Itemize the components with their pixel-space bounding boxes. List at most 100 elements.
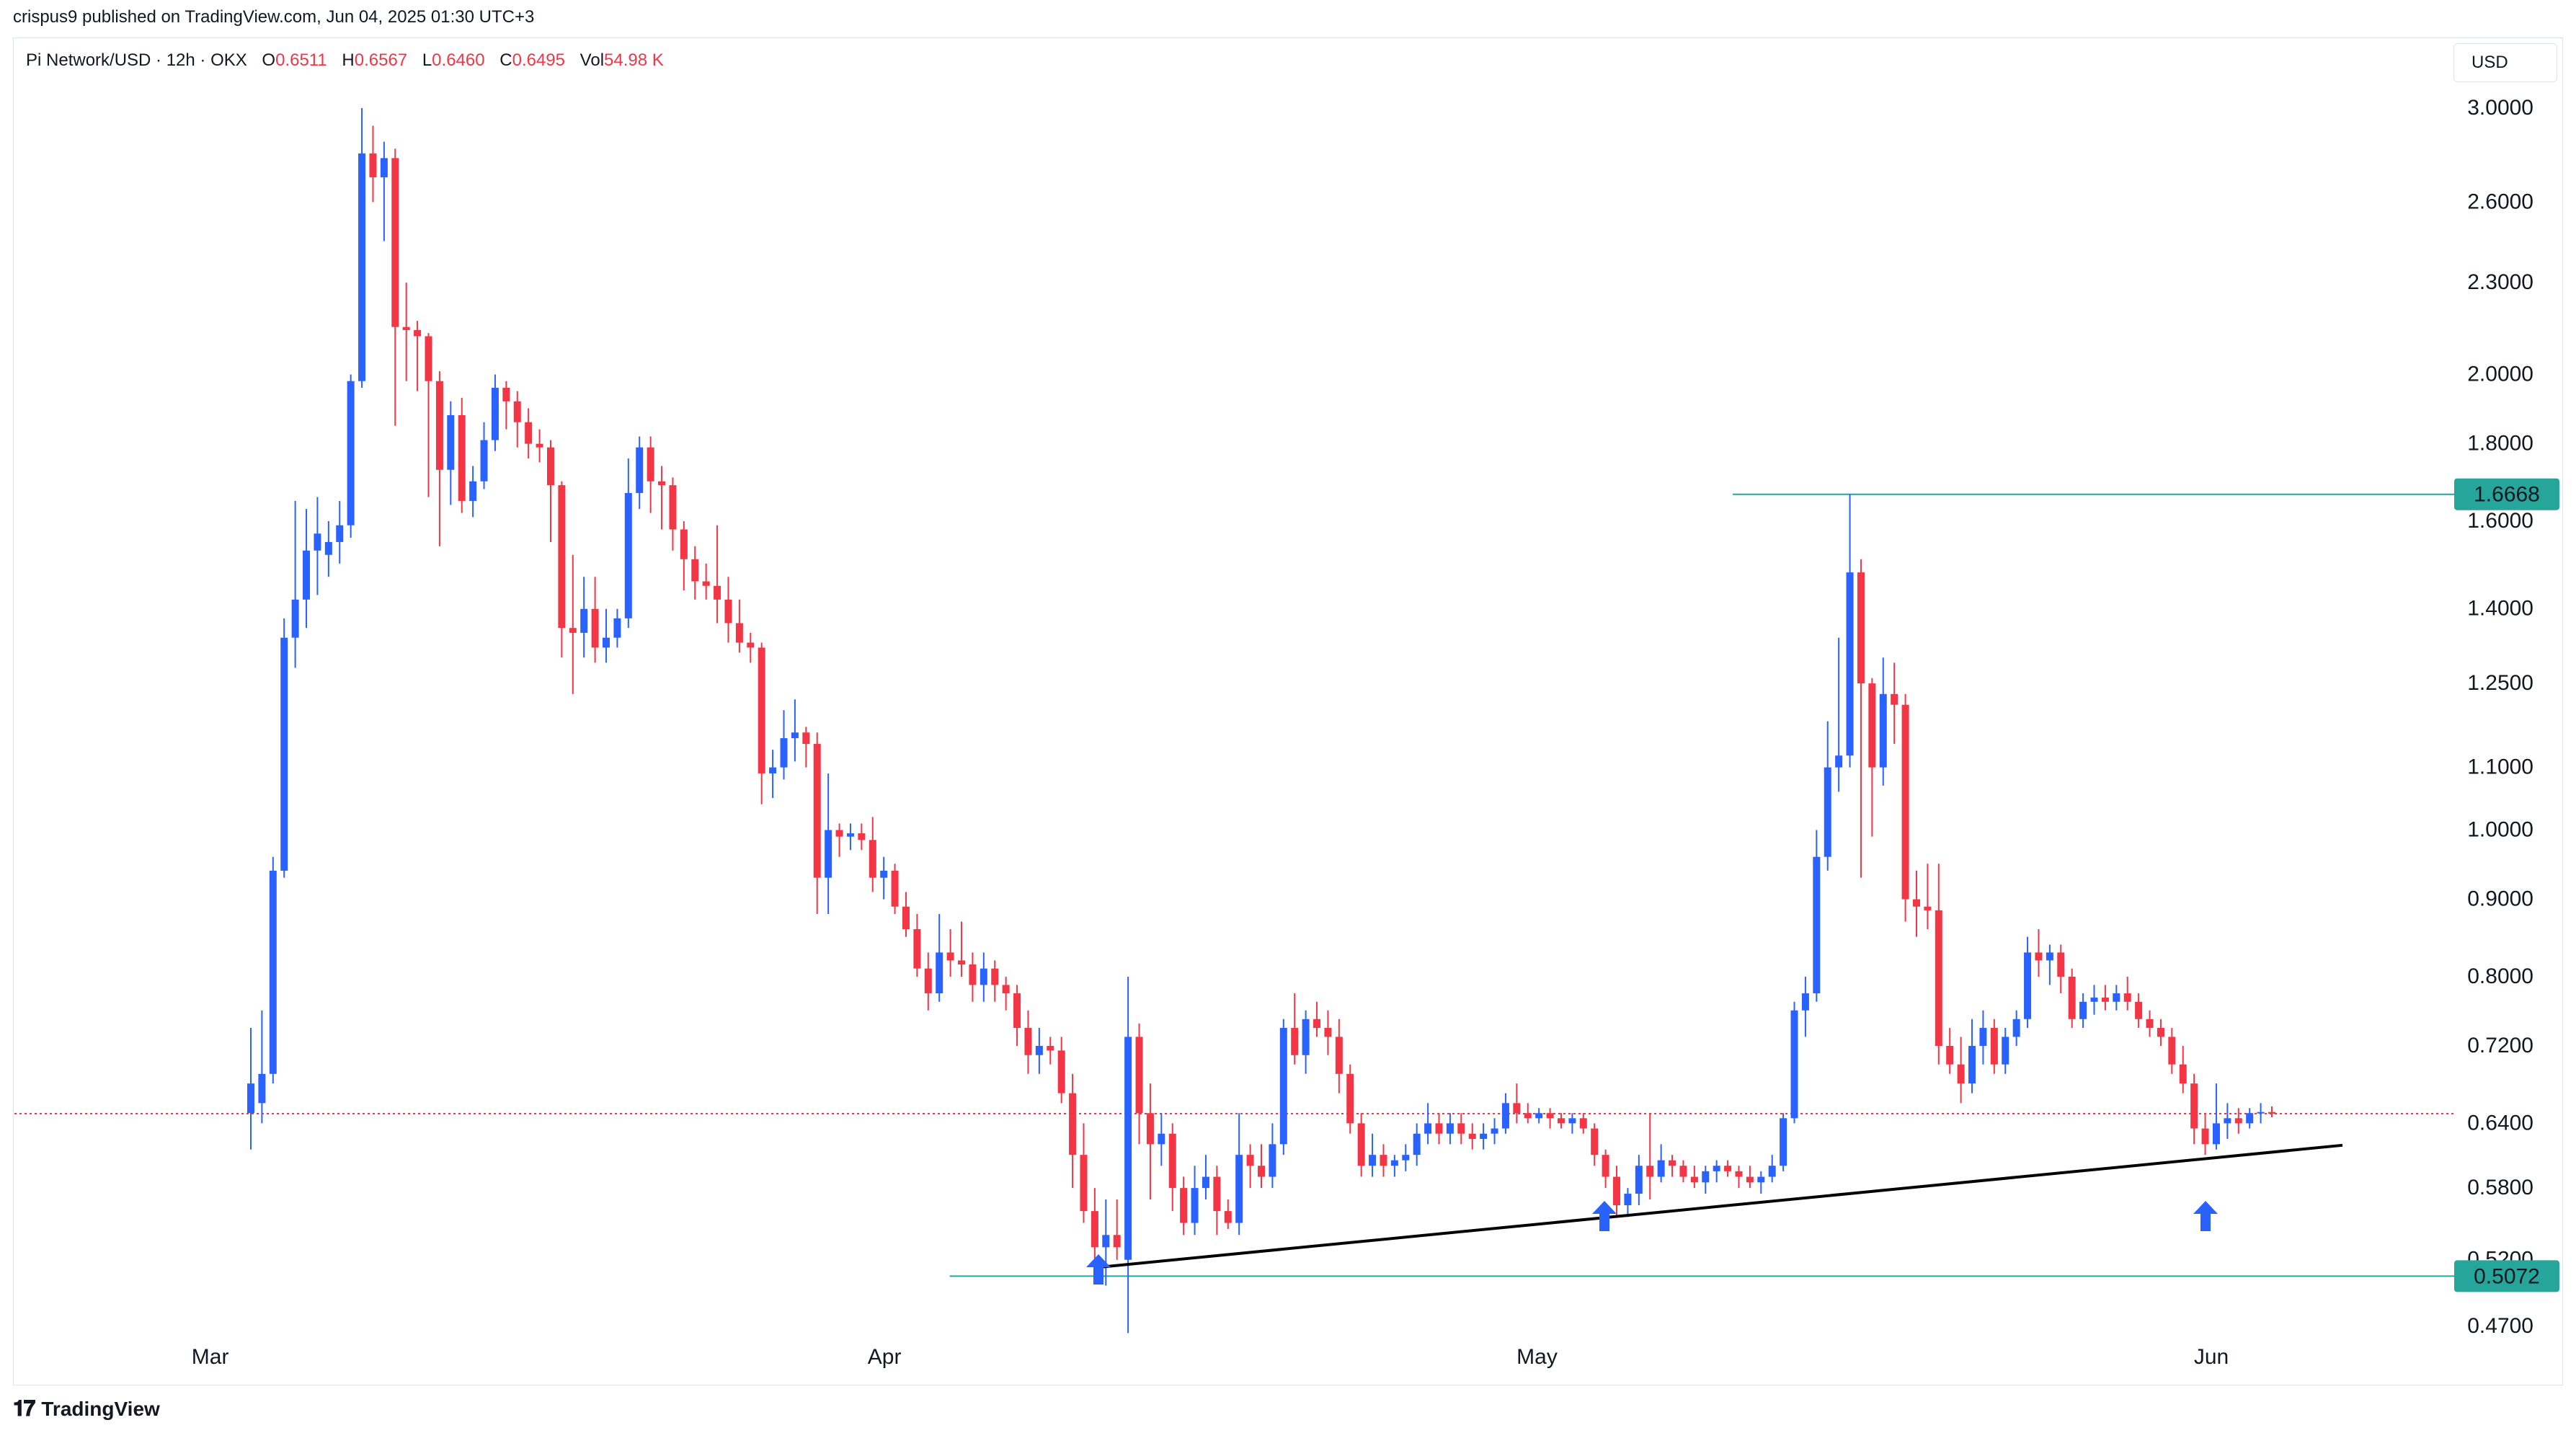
- candle-body: [969, 964, 977, 985]
- candle-body: [369, 153, 377, 177]
- candle-body: [647, 447, 654, 482]
- candle-body: [1546, 1113, 1554, 1119]
- candle-body: [1091, 1211, 1098, 1248]
- tv-logo-icon: 𝟏𝟕: [13, 1397, 35, 1421]
- candle-body: [1269, 1144, 1276, 1177]
- candle-body: [1135, 1037, 1143, 1114]
- candlestick-chart[interactable]: 3.0000 2.6000 2.3000 2.0000 1.8000 1.6000 1.40…: [0, 0, 2576, 1391]
- candle-body: [2090, 997, 2098, 1002]
- candle-body: [1202, 1176, 1209, 1189]
- candle-body: [1113, 1235, 1121, 1248]
- publisher-line: crispus9 published on TradingView.com, J…: [13, 7, 535, 27]
- candle-body: [1279, 1028, 1287, 1145]
- candle-body: [314, 533, 321, 551]
- candle-body: [2024, 952, 2032, 1019]
- candle-body: [1669, 1160, 1676, 1166]
- candle-body: [1480, 1133, 1488, 1140]
- candle-body: [1557, 1118, 1565, 1124]
- candle-body: [1335, 1037, 1343, 1074]
- volume-value: 54.98 K: [604, 50, 664, 70]
- price-level-tag: [2454, 478, 2559, 510]
- candle-body: [1390, 1160, 1398, 1166]
- candle-body: [258, 1073, 266, 1104]
- price-level-tag-label: 1.6668: [2474, 483, 2540, 507]
- chart-frame: [13, 37, 2563, 1385]
- candle-body: [2190, 1083, 2198, 1129]
- candle-body: [946, 952, 954, 961]
- candle-body: [1513, 1103, 1521, 1114]
- candle-body: [2179, 1064, 2187, 1084]
- candle-body: [1912, 899, 1920, 907]
- candle-body: [669, 485, 677, 530]
- candle-body: [2246, 1113, 2254, 1124]
- candle-body: [613, 618, 621, 638]
- y-tick-label: 3.0000: [2467, 96, 2533, 120]
- candle-body: [1102, 1235, 1110, 1248]
- brand-name: TradingView: [41, 1398, 160, 1420]
- candle-body: [2168, 1037, 2176, 1065]
- y-tick-label: 0.7200: [2467, 1034, 2533, 1057]
- candle-body: [2057, 952, 2065, 977]
- candle-body: [2101, 997, 2109, 1002]
- candle-body: [624, 492, 632, 618]
- candle-body: [1002, 985, 1010, 994]
- y-tick-label: 0.6400: [2467, 1111, 2533, 1135]
- candle-body: [1835, 755, 1843, 768]
- candle-body: [1069, 1093, 1077, 1155]
- tradingview-footer[interactable]: 𝟏𝟕 TradingView: [13, 1397, 160, 1421]
- candle-body: [1679, 1166, 1687, 1177]
- candle-body: [2212, 1123, 2220, 1145]
- x-tick-label: Apr: [868, 1345, 902, 1369]
- candle-body: [1613, 1176, 1621, 1206]
- candle-body: [447, 414, 455, 470]
- candle-body: [480, 440, 488, 482]
- candle-body: [1891, 693, 1898, 705]
- candle-body: [636, 447, 644, 493]
- candle-body: [546, 447, 554, 486]
- candle-body: [747, 642, 755, 648]
- candle-body: [1258, 1166, 1265, 1177]
- symbol-name[interactable]: Pi Network/USD · 12h · OKX: [26, 50, 247, 70]
- candle-body: [880, 870, 888, 878]
- candle-body: [2035, 952, 2043, 961]
- y-tick-label: 2.6000: [2467, 190, 2533, 213]
- candle-body: [1380, 1155, 1387, 1166]
- candle-body: [1501, 1103, 1509, 1129]
- y-tick-label: 1.6000: [2467, 509, 2533, 533]
- candle-body: [1768, 1166, 1776, 1177]
- candle-body: [1446, 1123, 1454, 1134]
- candle-body: [2012, 1019, 2020, 1037]
- candle-body: [2201, 1128, 2209, 1145]
- x-tick-label: May: [1516, 1345, 1558, 1369]
- candle-body: [1979, 1028, 1987, 1047]
- candle-body: [1035, 1046, 1043, 1055]
- candle-body: [435, 381, 443, 470]
- open-label: O: [262, 50, 276, 70]
- candle-body: [414, 329, 422, 337]
- currency-button[interactable]: USD: [2453, 43, 2557, 82]
- candle-body: [2079, 1001, 2087, 1019]
- y-tick-label: 1.0000: [2467, 818, 2533, 842]
- candle-body: [1846, 572, 1854, 756]
- candle-body: [714, 585, 721, 600]
- candle-body: [1635, 1166, 1643, 1194]
- low-value: 0.6460: [432, 50, 485, 70]
- candle-body: [402, 327, 410, 330]
- candle-body: [2002, 1037, 2009, 1065]
- candle-body: [1790, 1010, 1798, 1119]
- candle-body: [802, 732, 810, 745]
- candle-body: [780, 738, 788, 768]
- high-value: 0.6567: [354, 50, 408, 70]
- close-value: 0.6495: [512, 50, 565, 70]
- candle-body: [1313, 1019, 1321, 1029]
- candle-body: [1057, 1050, 1065, 1093]
- candle-body: [324, 541, 332, 555]
- y-tick-label: 0.4700: [2467, 1314, 2533, 1338]
- candle-body: [1013, 993, 1021, 1029]
- candle-body: [1191, 1188, 1199, 1223]
- candle-body: [502, 387, 510, 401]
- candle-body: [1646, 1166, 1654, 1177]
- candle-body: [1324, 1028, 1332, 1037]
- y-tick-label: 1.8000: [2467, 432, 2533, 456]
- candle-body: [2146, 1019, 2154, 1029]
